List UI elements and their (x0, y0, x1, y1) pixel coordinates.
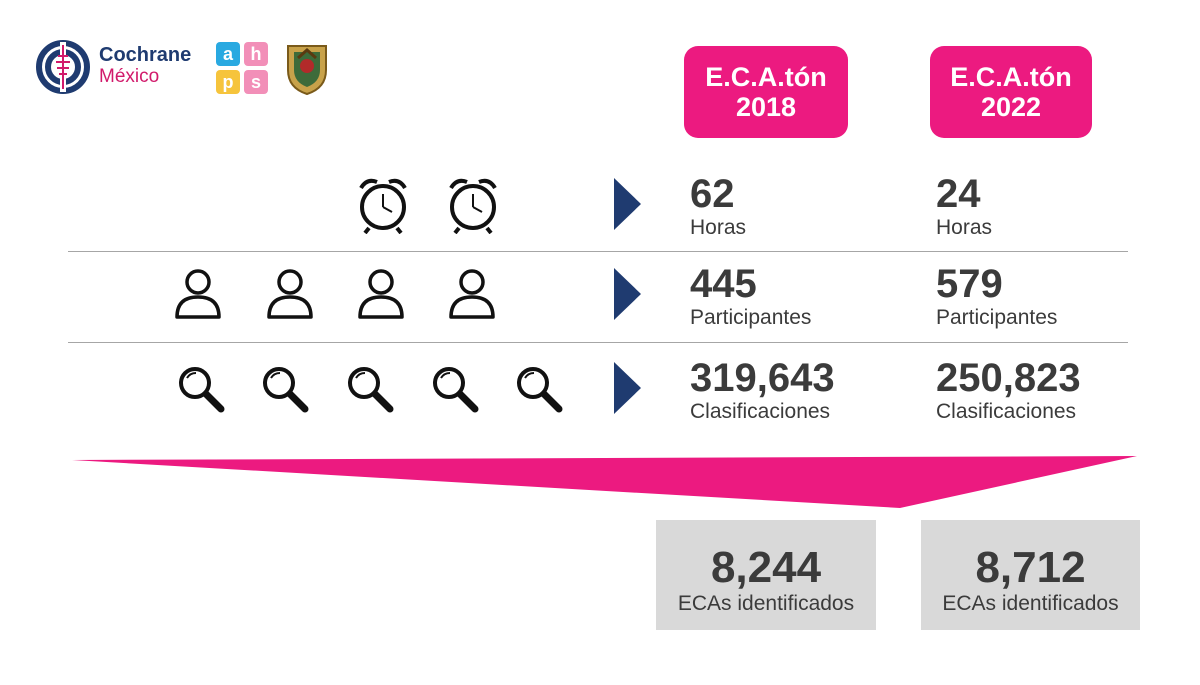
arrow-right-icon (614, 268, 641, 320)
result-box-2022: 8,712 ECAs identificados (921, 520, 1140, 630)
stat-label: Horas (936, 216, 993, 239)
cochrane-country: México (99, 66, 160, 87)
person-icon (448, 268, 496, 320)
arrow-right-icon (614, 178, 641, 230)
arrow-right-icon (614, 362, 641, 414)
hps-letter: a (216, 42, 240, 66)
alarm-clock-icon (445, 174, 501, 234)
stat-number: 319,643 (690, 356, 835, 400)
badge-year: 2018 (735, 92, 797, 122)
person-icon (357, 268, 405, 320)
magnifier-icon (176, 364, 226, 414)
stat-2022-classifications: 250,823 Clasificaciones (936, 356, 1081, 424)
hps-letter: p (216, 70, 240, 94)
cochrane-name: Cochrane (99, 44, 192, 66)
person-icon (174, 268, 222, 320)
result-number: 8,712 (975, 543, 1086, 592)
stat-label: Horas (690, 216, 747, 239)
year-badge-2018: E.C.A.tón 2018 (684, 46, 848, 138)
alarm-clock-icon (355, 174, 411, 234)
stat-number: 445 (690, 262, 757, 306)
cochrane-logo-text: Cochrane México (99, 44, 191, 88)
hps-letter: h (244, 42, 268, 66)
badge-title: E.C.A.tón (705, 62, 827, 92)
stat-2018-hours: 62 Horas (690, 172, 746, 240)
stat-2018-participants: 445 Participantes (690, 262, 811, 330)
stat-label: Participantes (690, 306, 812, 329)
stat-label: Participantes (936, 306, 1058, 329)
stat-number: 62 (690, 172, 735, 216)
result-label: ECAs identificados (942, 592, 1119, 615)
stat-number: 579 (936, 262, 1003, 306)
year-badge-2022: E.C.A.tón 2022 (930, 46, 1092, 138)
hps-letter: s (244, 70, 268, 94)
stat-label: Clasificaciones (690, 400, 831, 423)
stat-2018-classifications: 319,643 Clasificaciones (690, 356, 835, 424)
stat-2022-participants: 579 Participantes (936, 262, 1057, 330)
stat-number: 250,823 (936, 356, 1081, 400)
cochrane-logo-mark (36, 40, 90, 94)
stat-label: Clasificaciones (936, 400, 1077, 423)
result-box-2018: 8,244 ECAs identificados (656, 520, 876, 630)
row-divider (68, 251, 1128, 252)
magnifier-icon (345, 364, 395, 414)
stat-2022-hours: 24 Horas (936, 172, 992, 240)
hps-logo: a h p s (216, 42, 270, 96)
crest-logo (284, 40, 330, 96)
result-label: ECAs identificados (677, 592, 855, 615)
row-divider (68, 342, 1128, 343)
magnifier-icon (260, 364, 310, 414)
person-icon (266, 268, 314, 320)
magnifier-icon (514, 364, 564, 414)
badge-title: E.C.A.tón (950, 62, 1072, 92)
magnifier-icon (430, 364, 480, 414)
funnel-shape (0, 452, 1200, 517)
badge-year: 2022 (980, 92, 1042, 122)
result-number: 8,244 (710, 543, 822, 592)
stat-number: 24 (936, 172, 981, 216)
